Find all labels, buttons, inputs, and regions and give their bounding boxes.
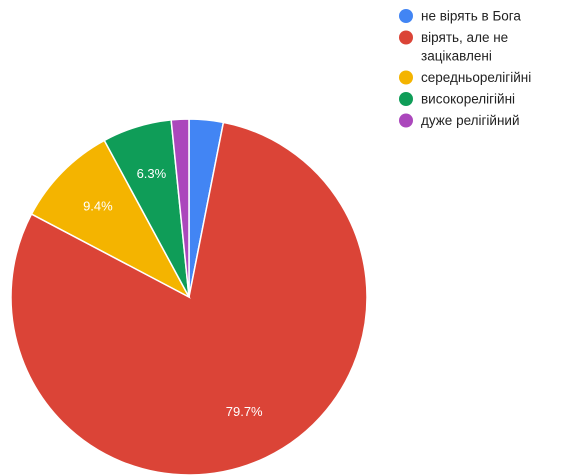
pie-slice-4 (170, 118, 190, 298)
legend-marker-1 (399, 30, 413, 45)
slice-label-1: 79.7% (226, 404, 263, 419)
legend-marker-2 (399, 70, 413, 85)
legend: не вірять в Бога вірять, але не зацікавлен… (399, 9, 531, 128)
legend-marker-4 (399, 113, 413, 128)
legend-label-3: високорелігійні (421, 92, 515, 107)
legend-label-2: середньорелігійні (421, 70, 531, 85)
legend-marker-0 (399, 9, 413, 23)
pie-slices (10, 118, 368, 475)
slice-label-2: 9.4% (83, 198, 113, 213)
pie-labels: 79.7% 9.4% 6.3% (83, 166, 263, 419)
pie-slice-2 (30, 139, 191, 299)
legend-marker-3 (399, 92, 413, 106)
pie-slice-1 (10, 121, 368, 475)
legend-label-1: вірять, але не зацікавлені (421, 30, 508, 64)
slice-label-3: 6.3% (137, 166, 167, 181)
legend-label-4: дуже релігійний (421, 113, 520, 128)
legend-label-0: не вірять в Бога (421, 9, 521, 24)
